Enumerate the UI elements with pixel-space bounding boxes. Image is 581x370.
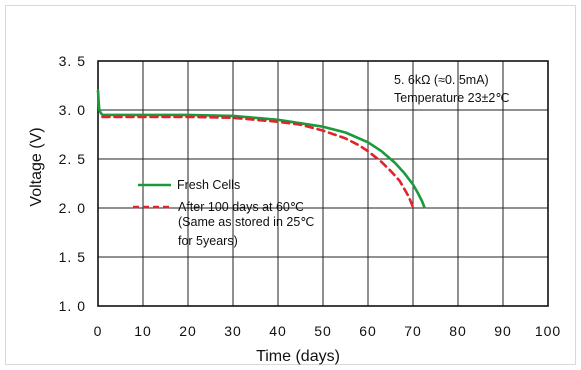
y-tick-label: 1. 0 bbox=[59, 298, 86, 314]
plot-area bbox=[97, 60, 549, 307]
y-tick-label: 3. 0 bbox=[59, 102, 86, 118]
series-line-after-100-days bbox=[101, 115, 415, 209]
y-tick-label: 1. 5 bbox=[59, 249, 86, 265]
x-tick-label: 20 bbox=[179, 323, 197, 339]
x-tick-label: 50 bbox=[314, 323, 332, 339]
chart-frame: 0 10 20 30 40 50 60 70 80 90 100 1. 0 1. 5 2. 0 2. 5 3.… bbox=[5, 5, 576, 365]
x-tick-label: 30 bbox=[224, 323, 242, 339]
x-axis-label: Time (days) bbox=[256, 348, 340, 365]
x-tick-label: 0 bbox=[94, 323, 103, 339]
y-tick-label: 2. 0 bbox=[59, 200, 86, 216]
y-tick-label: 3. 5 bbox=[59, 53, 86, 69]
y-axis-label: Voltage (V) bbox=[28, 127, 45, 206]
legend-subline-1: (Same as stored in 25℃ bbox=[178, 215, 314, 229]
annotation-box: 5. 6kΩ (≈0. 5mA) Temperature 23±2℃ bbox=[394, 73, 509, 105]
legend-label-after-100-days: After 100 days at 60℃ bbox=[178, 200, 304, 214]
series-layer bbox=[96, 89, 426, 209]
x-tick-label: 80 bbox=[449, 323, 467, 339]
legend-subline-2: for 5years) bbox=[178, 234, 238, 248]
series-line-fresh-cells bbox=[96, 89, 426, 209]
annotation-line-2: Temperature 23±2℃ bbox=[394, 91, 509, 105]
x-tick-label: 40 bbox=[269, 323, 287, 339]
x-tick-label: 70 bbox=[404, 323, 422, 339]
voltage-discharge-chart: 0 10 20 30 40 50 60 70 80 90 100 1. 0 1. 5 2. 0 2. 5 3.… bbox=[28, 53, 561, 365]
legend-label-fresh-cells: Fresh Cells bbox=[177, 178, 240, 192]
x-tick-label: 60 bbox=[359, 323, 377, 339]
legend: Fresh Cells After 100 days at 60℃ (Same … bbox=[133, 178, 314, 248]
tick-labels: 0 10 20 30 40 50 60 70 80 90 100 1. 0 1. 5 2. 0 2. 5 3.… bbox=[59, 53, 561, 339]
y-tick-label: 2. 5 bbox=[59, 151, 86, 167]
x-tick-label: 100 bbox=[535, 323, 561, 339]
x-tick-label: 90 bbox=[494, 323, 512, 339]
x-tick-label: 10 bbox=[134, 323, 152, 339]
annotation-line-1: 5. 6kΩ (≈0. 5mA) bbox=[394, 73, 489, 87]
